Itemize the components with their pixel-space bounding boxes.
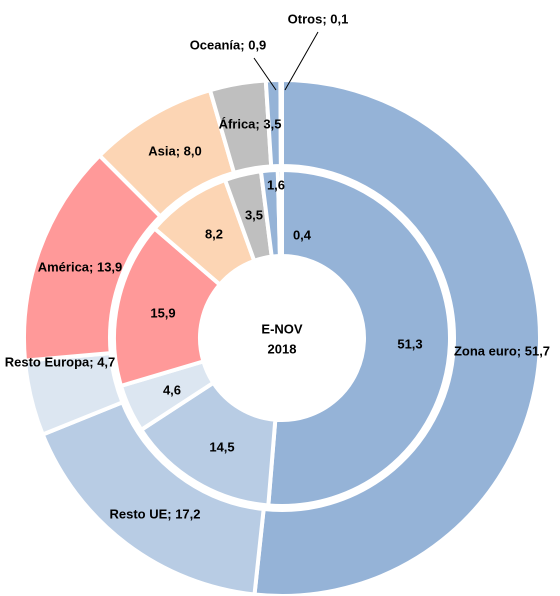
data-label: América; 13,9 — [38, 259, 123, 274]
data-label: 15,9 — [150, 305, 175, 320]
data-label: Zona euro; 51,7 — [454, 343, 550, 358]
leader-line — [253, 57, 277, 91]
data-label: Oceanía; 0,9 — [190, 37, 267, 52]
data-label: África; 3,5 — [219, 116, 282, 131]
donut-slice — [139, 380, 278, 508]
data-label: Asia; 8,0 — [148, 143, 201, 158]
center-label: 2018 — [268, 341, 297, 356]
data-label: 1,6 — [267, 177, 285, 192]
data-label: 0,4 — [293, 227, 312, 242]
center-label: E-NOV — [261, 321, 303, 336]
donut-slice — [278, 78, 284, 169]
data-label: 8,2 — [205, 226, 223, 241]
data-label: Resto Europa; 4,7 — [5, 354, 116, 369]
labels: E-NOV 2018 Zona euro; 51,7 Resto UE; 17,2… — [5, 11, 550, 521]
data-label: Otros; 0,1 — [288, 11, 349, 26]
data-label: 14,5 — [209, 439, 234, 454]
donut-slice — [112, 226, 222, 388]
donut-slice — [266, 168, 452, 508]
donut-slice — [275, 167, 284, 259]
data-label: 51,3 — [397, 336, 422, 351]
donut-slice — [252, 78, 542, 596]
rings — [22, 78, 542, 596]
data-label: Resto UE; 17,2 — [109, 506, 200, 521]
data-label: 4,6 — [163, 382, 181, 397]
leader-line — [284, 31, 319, 91]
data-label: 3,5 — [245, 207, 263, 222]
